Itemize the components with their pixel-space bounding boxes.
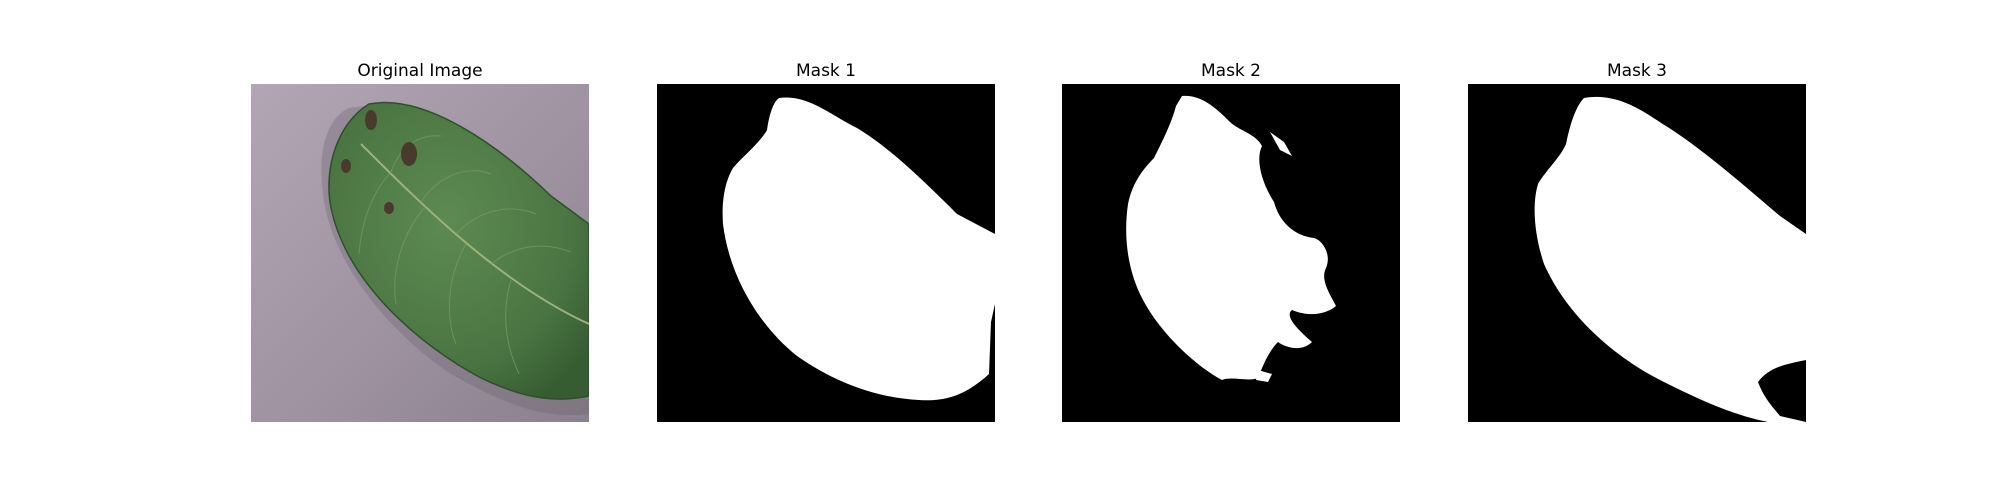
mask-2-fragment — [1270, 132, 1292, 156]
mask-2-image — [1062, 84, 1400, 422]
leaf-midrib — [360, 143, 589, 325]
mask-3-region — [1534, 96, 1806, 422]
panel-mask-3: Mask 3 — [1468, 60, 1806, 422]
mask-2-fragment — [1256, 370, 1272, 382]
panel-title-mask-1: Mask 1 — [795, 61, 856, 81]
mask-1-image — [657, 84, 995, 422]
panel-title-original: Original Image — [357, 61, 483, 81]
mask-1-region — [722, 97, 995, 401]
original-leaf-image — [251, 84, 589, 422]
panel-original-image: Original Image — [251, 60, 589, 422]
leaf-veins — [358, 135, 572, 375]
mask-2-region — [1126, 95, 1336, 381]
panel-mask-2: Mask 2 — [1062, 60, 1400, 422]
mask-2-fragment — [1300, 248, 1324, 268]
leaf-spots — [341, 110, 417, 214]
mask-3-image — [1468, 84, 1806, 422]
panel-title-mask-3: Mask 3 — [1606, 61, 1667, 81]
panel-title-mask-2: Mask 2 — [1200, 61, 1261, 81]
panel-mask-1: Mask 1 — [657, 60, 995, 422]
mask-3-speck — [1758, 297, 1770, 303]
